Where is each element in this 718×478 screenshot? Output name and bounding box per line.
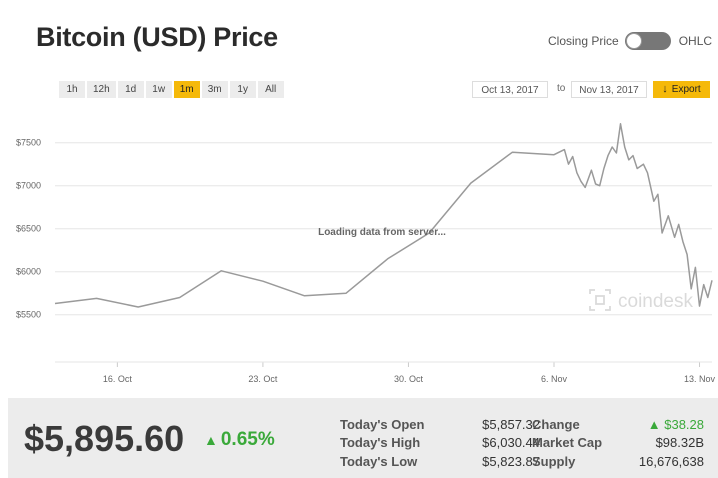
y-axis-ticks: $5500 $6000 $6500 $7000 $7500 <box>16 138 41 320</box>
price-mode-toggle[interactable] <box>624 32 671 50</box>
change-percent-value: 0.65% <box>220 429 275 450</box>
change-up-arrow-icon: ▲ <box>647 417 661 432</box>
x-tick-label: 13. Nov <box>684 374 716 384</box>
current-price: $5,895.60 <box>24 418 185 459</box>
range-selector: 1h 12h 1d 1w 1m 3m 1y All <box>59 81 284 98</box>
price-chart: $5500 $6000 $6500 $7000 $7500 16. Oct 23. Oct… <box>16 123 716 384</box>
summary-panel: $5,895.60 ▲ 0.65% Today's Open $5,857.32 … <box>8 398 718 478</box>
market-cap-value: $98.32B <box>655 435 704 450</box>
x-axis-ticks: 16. Oct 23. Oct 30. Oct 6. Nov 13. Nov <box>103 362 716 384</box>
today-high-value: $6,030.44 <box>482 435 540 450</box>
export-label: Export <box>671 84 701 95</box>
range-button-1h[interactable]: 1h <box>59 81 85 98</box>
date-from-input[interactable]: Oct 13, 2017 <box>472 81 548 98</box>
range-button-1m[interactable]: 1m <box>173 81 200 98</box>
change-amount: $38.28 <box>664 417 704 432</box>
supply-label: Supply <box>532 454 576 469</box>
y-tick-label: $7000 <box>16 181 41 191</box>
loading-text: Loading data from server... <box>318 227 446 238</box>
today-low-value: $5,823.87 <box>482 454 540 469</box>
x-tick-label: 16. Oct <box>103 374 133 384</box>
y-tick-label: $6500 <box>16 224 41 234</box>
today-low-label: Today's Low <box>340 454 418 469</box>
series-line-closing-price <box>54 123 713 308</box>
toggle-knob[interactable] <box>625 33 642 49</box>
y-tick-label: $7500 <box>16 138 41 148</box>
change-label: Change <box>532 417 580 432</box>
grid-lines <box>55 142 712 316</box>
download-arrow-icon: ↓ <box>662 83 668 95</box>
closing-price-label: Closing Price <box>548 34 619 48</box>
price-change-percent: ▲ 0.65% <box>204 429 275 451</box>
today-open-value: $5,857.32 <box>482 417 540 432</box>
change-value: ▲ $38.28 <box>608 417 704 432</box>
range-button-1d[interactable]: 1d <box>117 81 144 98</box>
ohlc-label: OHLC <box>678 34 713 48</box>
today-open-label: Today's Open <box>340 417 425 432</box>
date-to-input[interactable]: Nov 13, 2017 <box>571 81 647 98</box>
market-cap-label: Market Cap <box>532 435 603 450</box>
today-high-label: Today's High <box>340 435 421 450</box>
y-tick-label: $5500 <box>16 310 41 320</box>
x-tick-label: 30. Oct <box>394 374 424 384</box>
coindesk-logo-icon <box>589 289 611 311</box>
range-button-1w[interactable]: 1w <box>145 81 172 98</box>
date-to-label: to <box>557 83 566 94</box>
x-tick-label: 23. Oct <box>248 374 278 384</box>
up-arrow-icon: ▲ <box>204 432 218 448</box>
range-button-12h[interactable]: 12h <box>87 81 116 98</box>
supply-value: 16,676,638 <box>638 454 704 469</box>
watermark-text: coindesk <box>618 291 693 312</box>
coindesk-watermark: coindesk <box>589 289 693 312</box>
x-tick-label: 6. Nov <box>541 374 568 384</box>
range-button-3m[interactable]: 3m <box>201 81 228 98</box>
y-tick-label: $6000 <box>16 267 41 277</box>
export-button[interactable]: ↓ Export <box>653 81 710 98</box>
price-mode-toggle-group: Closing Price OHLC <box>548 32 712 50</box>
range-button-all[interactable]: All <box>257 81 284 98</box>
page-title: Bitcoin (USD) Price <box>36 22 278 52</box>
range-button-1y[interactable]: 1y <box>229 81 256 98</box>
